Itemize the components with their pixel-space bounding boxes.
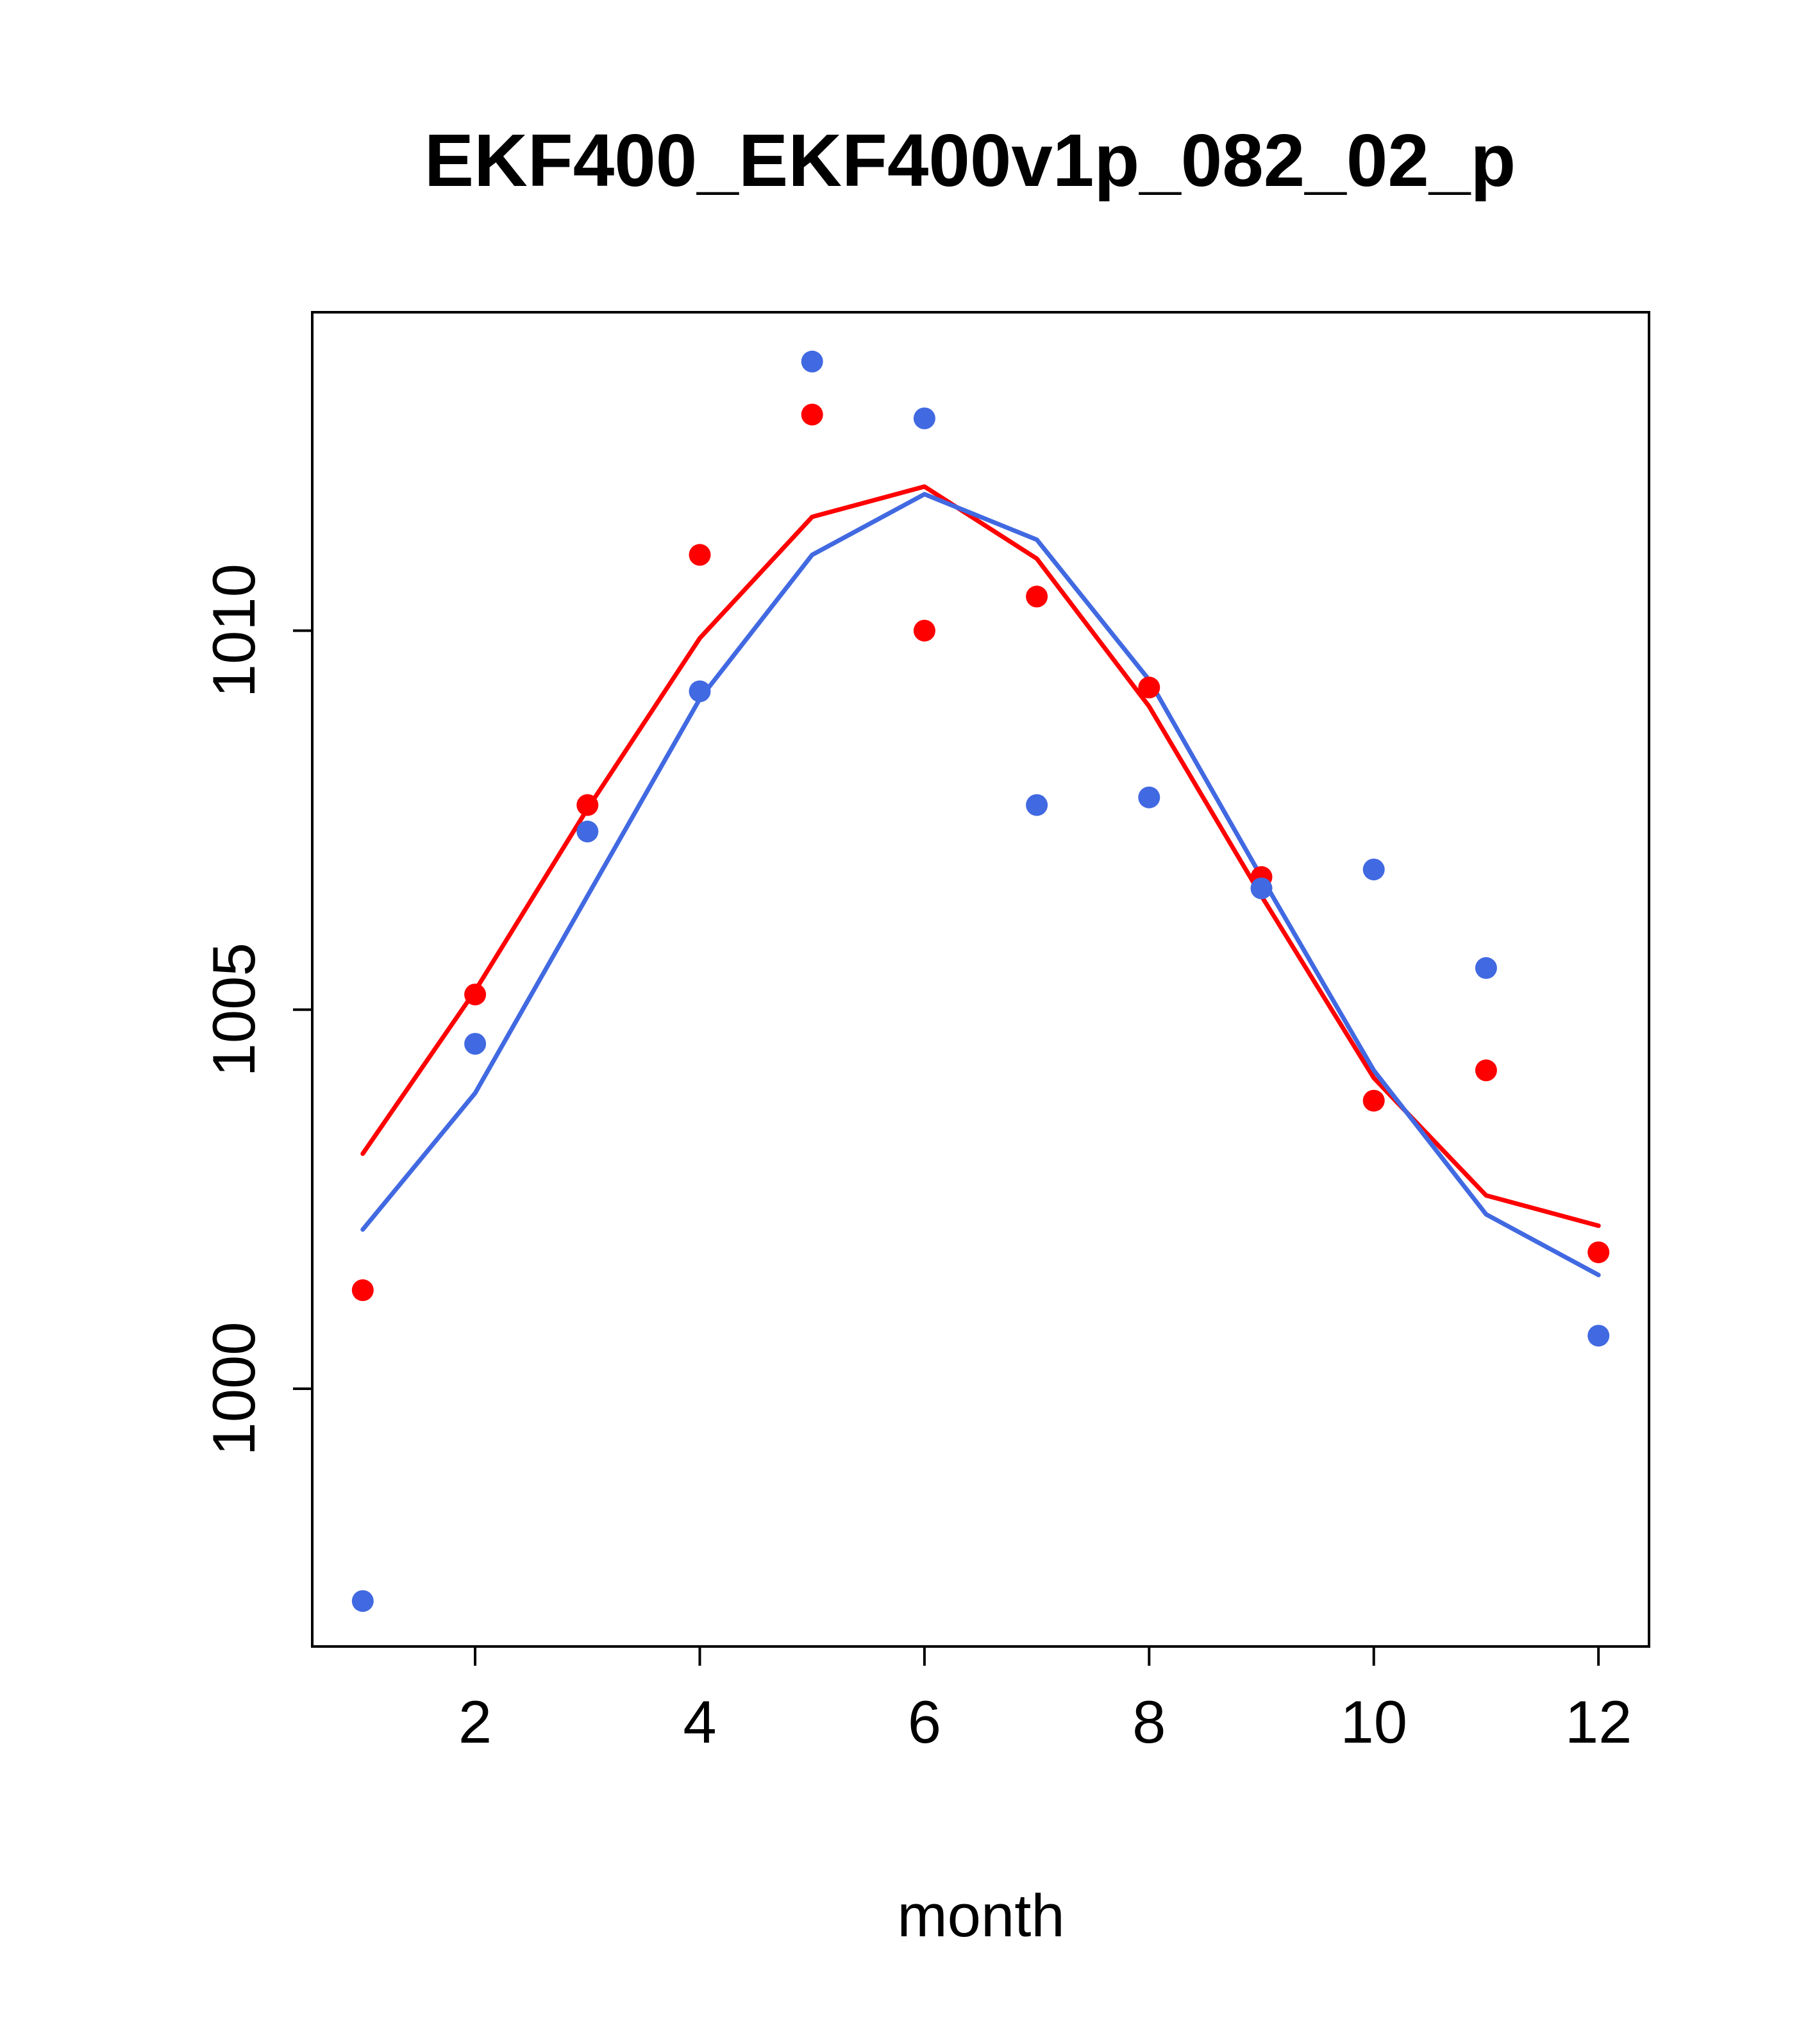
series-line-blue-line	[360, 492, 1601, 1278]
point-red-points-7	[1026, 585, 1048, 608]
point-blue-points-2	[464, 1033, 487, 1055]
point-blue-points-7	[1026, 794, 1048, 816]
x-tick-label: 8	[1132, 1688, 1166, 1755]
point-blue-points-4	[689, 680, 711, 703]
y-tick-label: 1005	[200, 942, 267, 1076]
point-blue-points-10	[1362, 859, 1385, 881]
point-red-points-2	[464, 984, 487, 1006]
point-red-points-3	[576, 794, 599, 816]
point-red-points-11	[1475, 1059, 1497, 1082]
x-tick-label: 4	[683, 1688, 716, 1755]
plot-frame	[311, 311, 1650, 1648]
x-tick-label: 6	[908, 1688, 941, 1755]
chart-title: EKF400_EKF400v1p_082_02_p	[424, 119, 1516, 202]
x-axis-label: month	[897, 1882, 1064, 1949]
x-tick-label: 12	[1565, 1688, 1632, 1755]
x-tick-label: 2	[458, 1688, 492, 1755]
x-tick-label: 10	[1340, 1688, 1407, 1755]
point-red-points-12	[1587, 1241, 1610, 1264]
point-blue-points-9	[1250, 877, 1273, 900]
point-red-points-10	[1362, 1089, 1385, 1112]
y-tick-label: 1010	[200, 564, 267, 698]
point-blue-points-1	[351, 1590, 374, 1613]
point-blue-points-11	[1475, 957, 1497, 979]
point-blue-points-6	[913, 407, 935, 430]
point-blue-points-12	[1587, 1325, 1610, 1347]
axes: 2 4 6 8 10 12 1000 1005 1010	[200, 564, 1632, 1755]
y-tick-label: 1000	[200, 1321, 267, 1455]
point-red-points-5	[801, 403, 823, 426]
series-points	[351, 350, 1610, 1613]
series-lines	[360, 484, 1601, 1278]
point-blue-points-3	[576, 820, 599, 842]
point-red-points-8	[1138, 676, 1160, 699]
point-blue-points-8	[1138, 786, 1160, 808]
point-red-points-4	[689, 544, 711, 566]
point-red-points-6	[913, 619, 935, 642]
point-red-points-1	[351, 1279, 374, 1302]
point-blue-points-5	[801, 350, 823, 373]
